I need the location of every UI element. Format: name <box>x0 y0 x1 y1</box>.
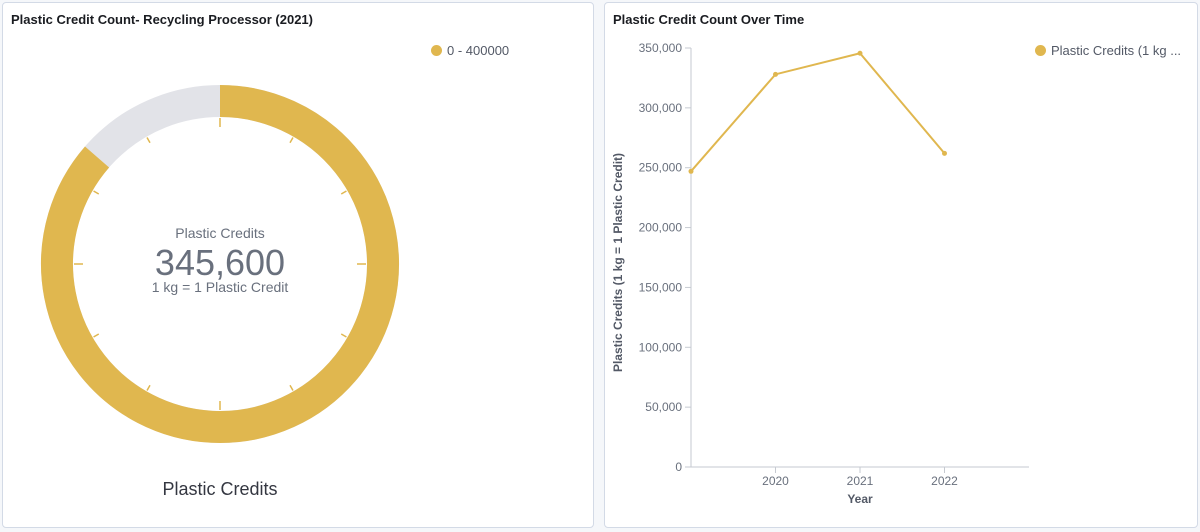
gauge-center-label: Plastic Credits <box>175 225 264 241</box>
gauge-bottom-label: Plastic Credits <box>162 479 277 499</box>
y-tick-label: 0 <box>675 460 682 474</box>
data-point[interactable] <box>773 71 778 77</box>
gauge-tick <box>289 384 294 391</box>
gauge-legend-label: 0 - 400000 <box>447 43 510 58</box>
x-axis-label: Year <box>847 492 873 506</box>
x-tick-label: 2022 <box>931 474 958 488</box>
gauge-chart: Plastic Credits 345,600 1 kg = 1 Plastic… <box>41 85 399 499</box>
gauge-tick <box>93 190 100 195</box>
gauge-panel: Plastic Credit Count- Recycling Processo… <box>2 2 594 528</box>
gauge-tick <box>340 333 347 338</box>
y-tick-label: 100,000 <box>639 340 683 354</box>
line-legend-item[interactable]: Plastic Credits (1 kg ... <box>1035 43 1195 58</box>
line-legend-label: Plastic Credits (1 kg ... <box>1051 43 1182 58</box>
x-tick-label: 2020 <box>762 474 789 488</box>
gauge-center-value: 345,600 <box>155 242 285 283</box>
gauge-tick <box>93 333 100 338</box>
gauge-ticks <box>74 118 366 410</box>
line-chart: 0 50,000 100,000 150,000 200,000 250,000 300,0… <box>611 41 1029 506</box>
x-tick-label: 2021 <box>847 474 874 488</box>
y-tick-label: 350,000 <box>639 41 683 55</box>
y-axis-label: Plastic Credits (1 kg = 1 Plastic Credit… <box>611 153 625 372</box>
legend-swatch-icon <box>1035 45 1046 56</box>
gauge-panel-title: Plastic Credit Count- Recycling Processo… <box>11 12 313 27</box>
gauge-center-sublabel: 1 kg = 1 Plastic Credit <box>152 279 289 295</box>
gauge-legend-item[interactable]: 0 - 400000 <box>431 43 509 58</box>
line-chart-panel-title: Plastic Credit Count Over Time <box>613 12 805 27</box>
y-tick-label: 250,000 <box>639 161 683 175</box>
gauge-tick <box>146 137 151 144</box>
data-point[interactable] <box>942 150 947 156</box>
series-line <box>690 52 946 172</box>
y-tick-label: 300,000 <box>639 101 683 115</box>
legend-swatch-icon <box>431 45 442 56</box>
data-point[interactable] <box>688 168 694 174</box>
y-tick-label: 150,000 <box>639 280 683 294</box>
gauge-tick <box>146 384 151 391</box>
line-chart-panel: Plastic Credit Count Over Time Plastic C… <box>604 2 1198 528</box>
gauge-tick <box>340 190 347 195</box>
y-axis: 0 50,000 100,000 150,000 200,000 250,000 300,0… <box>639 41 692 474</box>
y-tick-label: 200,000 <box>639 221 683 235</box>
gauge-tick <box>289 137 294 144</box>
gauge-value-arc <box>41 85 399 443</box>
y-tick-label: 50,000 <box>645 400 682 414</box>
series-plastic-credits <box>688 50 947 174</box>
x-axis: 2020 2021 2022 <box>691 466 1029 488</box>
data-point[interactable] <box>857 50 863 56</box>
